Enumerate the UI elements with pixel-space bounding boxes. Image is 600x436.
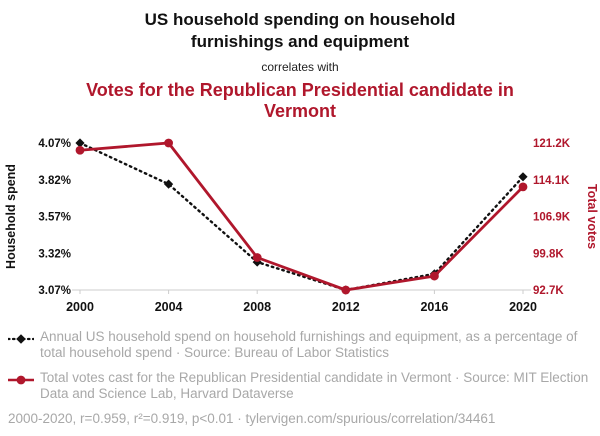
chart-header: US household spending on household furni… xyxy=(0,0,600,123)
red-solid-circle-marker-icon xyxy=(8,373,34,392)
svg-text:92.7K: 92.7K xyxy=(533,285,564,297)
svg-text:2020: 2020 xyxy=(509,300,537,314)
correlates-with-label: correlates with xyxy=(261,59,339,74)
legend-label-republican-votes: Total votes cast for the Republican Pres… xyxy=(40,370,589,402)
svg-text:4.07%: 4.07% xyxy=(38,138,71,150)
legend-label-household-spend: Annual US household spend on household f… xyxy=(40,329,578,361)
svg-text:2000: 2000 xyxy=(66,300,94,314)
black-dotted-diamond-marker-icon xyxy=(6,332,36,351)
svg-text:99.8K: 99.8K xyxy=(533,249,564,261)
svg-text:Household spend: Household spend xyxy=(4,164,18,269)
svg-text:106.9K: 106.9K xyxy=(533,212,571,224)
svg-text:3.32%: 3.32% xyxy=(38,249,71,261)
svg-text:121.2K: 121.2K xyxy=(533,138,571,150)
svg-text:3.07%: 3.07% xyxy=(38,285,71,297)
chart-area: 4.07% 3.82% 3.57% 3.32% 3.07% 121.2K 114.1K 106… xyxy=(0,125,600,325)
svg-text:3.82%: 3.82% xyxy=(38,175,71,187)
svg-text:Total votes: Total votes xyxy=(585,184,599,249)
footer-stats-and-url: 2000-2020, r=0.959, r²=0.919, p<0.01 · t… xyxy=(8,411,496,427)
svg-text:2016: 2016 xyxy=(420,300,448,314)
svg-text:2004: 2004 xyxy=(155,300,183,314)
svg-text:2008: 2008 xyxy=(243,300,271,314)
chart-title: US household spending on household furni… xyxy=(144,10,456,51)
svg-text:3.57%: 3.57% xyxy=(38,212,71,224)
svg-text:2012: 2012 xyxy=(332,300,360,314)
chart-red-subtitle: Votes for the Republican Presidential ca… xyxy=(86,79,514,122)
svg-text:114.1K: 114.1K xyxy=(533,175,570,187)
legend-item-household-spend: Annual US household spend on household f… xyxy=(6,329,590,361)
legend: Annual US household spend on household f… xyxy=(0,325,600,426)
correlation-line-chart: 4.07% 3.82% 3.57% 3.32% 3.07% 121.2K 114.1K 106… xyxy=(4,138,599,314)
legend-item-republican-votes: Total votes cast for the Republican Pres… xyxy=(8,370,590,402)
